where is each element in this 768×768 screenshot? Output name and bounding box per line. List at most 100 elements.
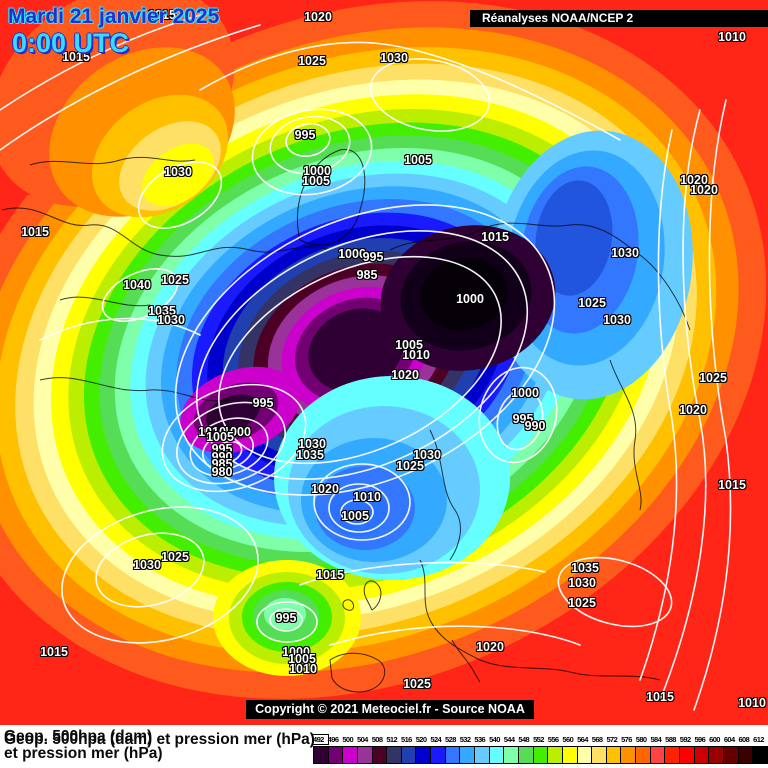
- model-title-box: Réanalyses NOAA/NCEP 2: [470, 10, 768, 27]
- legend-line2: et pression mer (hPa): [4, 745, 163, 762]
- legend-title-inline: Geop. 500hpa (dam) et pression mer (hPa): [4, 731, 314, 748]
- pressure-label: 1000: [338, 247, 366, 261]
- colorbar-value: 500: [342, 735, 354, 744]
- pressure-label: 1025: [396, 459, 424, 473]
- pressure-label: 995: [252, 396, 274, 410]
- colorbar-value: 556: [547, 735, 559, 744]
- pressure-label: 1030: [568, 576, 596, 590]
- pressure-label: 1025: [161, 550, 189, 564]
- colorbar-cell: [475, 747, 490, 763]
- pressure-label: 1000: [282, 645, 310, 659]
- colorbar-value: 504: [357, 735, 368, 744]
- pressure-label: 1035: [571, 561, 599, 575]
- colorbar-value: 536: [474, 735, 486, 744]
- pressure-label: 995: [294, 128, 316, 142]
- map-canvas: [0, 0, 767, 711]
- colorbar-value: 496: [327, 735, 339, 744]
- pressure-label: 1020: [679, 403, 707, 417]
- legend-line1: Geop. 500hpa (dam): [4, 728, 153, 745]
- colorbar-cell: [460, 747, 476, 763]
- isobar-contours: [0, 11, 732, 711]
- colorbar-cell: [357, 747, 373, 763]
- colorbar-value: 612: [753, 735, 764, 744]
- pressure-label: 1015: [62, 50, 90, 64]
- colorbar-value: 528: [445, 735, 456, 744]
- pressure-label: 1010: [289, 662, 317, 676]
- colorbar-value: 492: [312, 734, 329, 745]
- pressure-label: 1030: [133, 558, 161, 572]
- colorbar-cell: [621, 747, 637, 763]
- pressure-label: 995: [512, 412, 534, 426]
- pressure-label: 995: [362, 250, 384, 264]
- colorbar-cell: [636, 747, 651, 763]
- pressure-label: 1000: [303, 164, 331, 178]
- colorbar-value: 592: [679, 735, 691, 744]
- pressure-label: 985: [211, 457, 233, 471]
- pressure-label: 1040: [123, 278, 151, 292]
- pressure-label: 990: [524, 419, 546, 433]
- colorbar-value: 540: [489, 735, 500, 744]
- colorbar-value: 580: [635, 735, 647, 744]
- colorbar-cell: [445, 747, 461, 763]
- pressure-label: 1025: [298, 54, 326, 68]
- colorbar-value: 560: [562, 735, 574, 744]
- pressure-label: 1020: [304, 10, 332, 24]
- colorbar-cell: [562, 747, 578, 763]
- pressure-label: 1020: [391, 368, 419, 382]
- legend-strip: Geop. 500hpa (dam) et pression mer (hPa)…: [0, 725, 768, 768]
- pressure-label: 1015: [646, 690, 674, 704]
- pressure-label: 1000: [511, 386, 539, 400]
- pressure-label: 1010: [353, 490, 381, 504]
- colorbar-cell: [314, 747, 329, 763]
- pressure-label: 1030: [413, 448, 441, 462]
- pressure-label: 1010: [198, 425, 226, 439]
- pressure-label: 1015: [481, 230, 509, 244]
- pressure-label: 1005: [395, 338, 423, 352]
- pressure-label: 980: [211, 465, 233, 479]
- colorbar-cell: [518, 747, 534, 763]
- pressure-label: 1020: [680, 173, 708, 187]
- colorbar-cell: [533, 747, 549, 763]
- legend-title-twoline: Geop. 500hpa (dam) et pression mer (hPa): [4, 728, 163, 762]
- colorbar-value: 544: [503, 735, 515, 744]
- pressure-label: 1015: [718, 478, 746, 492]
- date-text: Mardi 21 janvier 2025: [8, 5, 220, 28]
- pressure-label: 1025: [161, 273, 189, 287]
- pressure-label: 1000: [223, 425, 251, 439]
- pressure-label: 1000: [456, 292, 484, 306]
- pressure-label: 1005: [302, 174, 330, 188]
- copyright-text: Copyright © 2021 Meteociel.fr - Source N…: [246, 700, 534, 719]
- pressure-label: 1025: [403, 677, 431, 691]
- pressure-label: 1010: [718, 30, 746, 44]
- colorbar-cell: [431, 747, 446, 763]
- pressure-label: 1005: [288, 652, 316, 666]
- pressure-label: 1010: [738, 696, 766, 710]
- colorbar-value: 584: [650, 735, 662, 744]
- time-text: 0:00 UTC: [12, 28, 130, 58]
- colorbar-value: 516: [401, 735, 412, 744]
- pressure-label: 1030: [298, 437, 326, 451]
- colorbar-value: 608: [738, 735, 750, 744]
- colorbar-cell: [328, 747, 344, 763]
- colorbar-value: 588: [665, 735, 676, 744]
- colorbar-value: 552: [533, 735, 544, 744]
- colorbar-cell: [548, 747, 563, 763]
- colorbar: 492 496 500 504 508 512 516 520 524 528 532 536 540 5…: [312, 734, 768, 764]
- colorbar-cell: [401, 747, 417, 763]
- colorbar-value: 524: [430, 735, 442, 744]
- pressure-label: 1015: [21, 225, 49, 239]
- colorbar-cell: [577, 747, 593, 763]
- colorbar-cell: [387, 747, 402, 763]
- pressure-label: 1030: [157, 313, 185, 327]
- colorbar-cell: [592, 747, 607, 763]
- colorbar-value: 576: [621, 735, 632, 744]
- pressure-label: 1020: [476, 640, 504, 654]
- pressure-label: 1005: [341, 509, 369, 523]
- colorbar-value: 508: [371, 735, 383, 744]
- colorbar-value: 512: [386, 735, 398, 744]
- colorbar-cells: [313, 746, 768, 764]
- colorbar-cell: [665, 747, 681, 763]
- pressure-label: 1025: [568, 596, 596, 610]
- colorbar-cell: [372, 747, 388, 763]
